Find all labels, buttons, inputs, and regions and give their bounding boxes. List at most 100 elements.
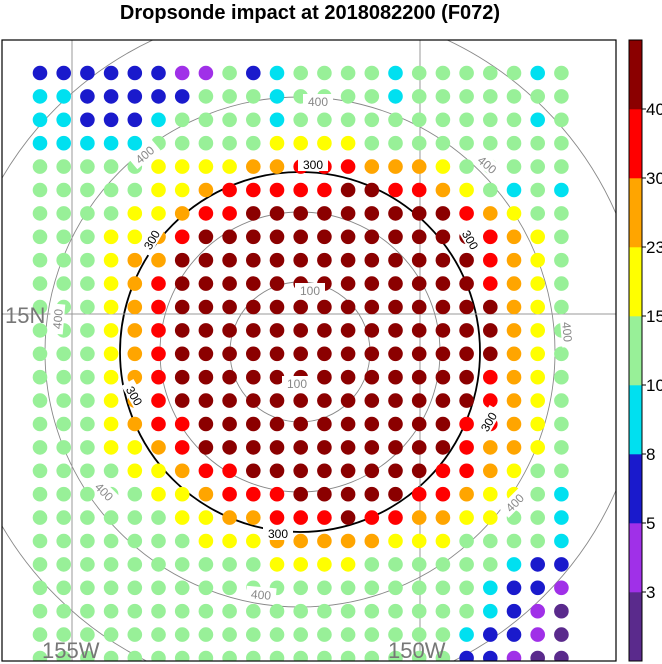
impact-point	[269, 557, 285, 572]
impact-point	[32, 627, 48, 642]
graticule	[2, 40, 616, 661]
latitude-label-15n: 15N	[5, 303, 45, 328]
impact-point	[411, 533, 427, 549]
impact-point	[506, 276, 522, 291]
impact-point	[530, 206, 545, 221]
impact-point	[530, 463, 545, 479]
impact-point	[340, 393, 356, 408]
impact-point	[435, 65, 451, 81]
impact-point	[293, 206, 309, 221]
impact-point	[364, 206, 380, 221]
longitude-label-150w: 150W	[388, 638, 446, 663]
impact-point	[388, 463, 403, 479]
contour-label-400-bg	[89, 475, 121, 507]
impact-point	[174, 650, 190, 661]
impact-point	[340, 627, 356, 642]
impact-point	[80, 112, 95, 128]
impact-point	[151, 182, 166, 198]
impact-point	[293, 135, 309, 151]
impact-point	[80, 65, 95, 81]
impact-point	[32, 346, 48, 362]
impact-point	[435, 486, 451, 502]
impact-point	[554, 276, 569, 291]
impact-point	[269, 393, 285, 408]
impact-point	[506, 533, 522, 549]
longitude-label-155w: 155W	[42, 638, 100, 663]
impact-point	[483, 299, 498, 315]
impact-point	[222, 252, 237, 268]
impact-point	[340, 440, 356, 455]
impact-point	[506, 603, 522, 619]
impact-point	[459, 393, 474, 408]
impact-point	[293, 182, 309, 198]
impact-point	[151, 346, 166, 362]
impact-point	[483, 112, 498, 128]
impact-point	[411, 603, 427, 619]
impact-point	[127, 580, 143, 596]
impact-point	[530, 580, 545, 596]
impact-point	[103, 369, 119, 385]
impact-point	[364, 252, 380, 268]
impact-point	[103, 557, 119, 572]
impact-point	[293, 603, 309, 619]
impact-point	[103, 346, 119, 362]
impact-point	[554, 112, 569, 128]
impact-point	[364, 369, 380, 385]
impact-point	[174, 463, 190, 479]
impact-point	[56, 603, 71, 619]
impact-point	[554, 229, 569, 245]
contour-label-400: 400	[50, 308, 66, 329]
impact-point	[530, 440, 545, 455]
impact-point	[127, 89, 143, 104]
impact-point	[198, 416, 214, 432]
impact-point	[530, 159, 545, 174]
impact-point	[530, 182, 545, 198]
impact-point	[435, 276, 451, 291]
impact-point	[293, 393, 309, 408]
colorbar-segment	[629, 178, 642, 248]
impact-point	[80, 323, 95, 338]
impact-point	[435, 299, 451, 315]
impact-point	[364, 603, 380, 619]
contour-label-300: 300	[268, 527, 288, 541]
impact-point	[32, 112, 48, 128]
contour-label-400-bg	[128, 139, 161, 170]
impact-point	[340, 463, 356, 479]
contour-label-400-bg	[48, 303, 66, 335]
impact-point	[435, 603, 451, 619]
impact-point	[340, 65, 356, 81]
impact-point	[103, 252, 119, 268]
impact-point	[32, 206, 48, 221]
impact-point	[293, 650, 308, 661]
impact-point	[174, 276, 190, 291]
impact-point	[554, 135, 569, 151]
impact-point	[388, 416, 403, 432]
impact-point	[483, 627, 498, 642]
impact-point	[364, 393, 380, 408]
impact-point	[127, 533, 143, 549]
impact-point	[340, 580, 356, 596]
impact-point	[32, 229, 48, 245]
contour-label-400: 400	[250, 587, 271, 603]
impact-point	[198, 463, 214, 479]
impact-point	[364, 627, 380, 642]
impact-point	[222, 650, 237, 661]
impact-point	[554, 89, 569, 104]
impact-point	[127, 486, 143, 502]
impact-point	[269, 159, 285, 174]
impact-point	[435, 229, 451, 245]
impact-point	[32, 650, 48, 661]
impact-point	[222, 276, 237, 291]
impact-point	[364, 416, 380, 432]
colorbar-tick-label: 3	[646, 583, 655, 602]
impact-point	[530, 603, 545, 619]
impact-point	[174, 229, 190, 245]
impact-point	[506, 65, 522, 81]
impact-point	[317, 416, 332, 432]
impact-point	[32, 89, 48, 104]
impact-point	[269, 135, 285, 151]
impact-point	[151, 533, 166, 549]
impact-point	[80, 486, 95, 502]
impact-point	[269, 463, 285, 479]
impact-point	[127, 112, 143, 128]
